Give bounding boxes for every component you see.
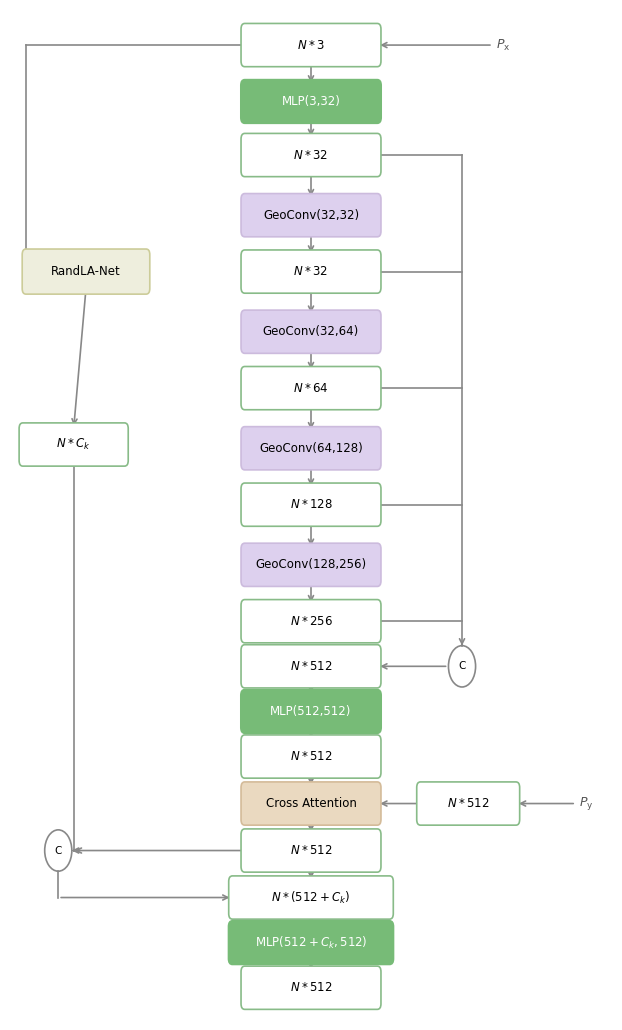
FancyBboxPatch shape bbox=[241, 24, 381, 67]
Text: $N*512$: $N*512$ bbox=[447, 797, 490, 810]
FancyBboxPatch shape bbox=[241, 690, 381, 733]
FancyBboxPatch shape bbox=[241, 966, 381, 1009]
Text: $N*128$: $N*128$ bbox=[290, 499, 332, 511]
Text: MLP(512,512): MLP(512,512) bbox=[271, 705, 351, 718]
FancyBboxPatch shape bbox=[241, 782, 381, 825]
FancyBboxPatch shape bbox=[417, 782, 519, 825]
FancyBboxPatch shape bbox=[241, 599, 381, 643]
FancyBboxPatch shape bbox=[241, 829, 381, 872]
Text: MLP$(512+C_k,512)$: MLP$(512+C_k,512)$ bbox=[254, 934, 368, 951]
FancyBboxPatch shape bbox=[229, 876, 393, 919]
Text: MLP(3,32): MLP(3,32) bbox=[282, 95, 340, 108]
Text: $P_{\rm x}$: $P_{\rm x}$ bbox=[496, 37, 511, 53]
Text: GeoConv(32,32): GeoConv(32,32) bbox=[263, 209, 359, 221]
FancyBboxPatch shape bbox=[241, 645, 381, 688]
Text: $N*256$: $N*256$ bbox=[289, 615, 333, 627]
Text: $N*512$: $N*512$ bbox=[290, 844, 332, 857]
FancyBboxPatch shape bbox=[241, 735, 381, 778]
FancyBboxPatch shape bbox=[241, 367, 381, 410]
Text: $N*32$: $N*32$ bbox=[294, 148, 328, 162]
FancyBboxPatch shape bbox=[241, 250, 381, 294]
FancyBboxPatch shape bbox=[241, 483, 381, 526]
FancyBboxPatch shape bbox=[241, 426, 381, 470]
Text: $N*512$: $N*512$ bbox=[290, 982, 332, 994]
Text: C: C bbox=[55, 846, 62, 856]
FancyBboxPatch shape bbox=[241, 543, 381, 586]
FancyBboxPatch shape bbox=[241, 80, 381, 123]
Text: GeoConv(64,128): GeoConv(64,128) bbox=[259, 442, 363, 455]
Text: $N*512$: $N*512$ bbox=[290, 660, 332, 673]
Text: $P_{\rm y}$: $P_{\rm y}$ bbox=[579, 795, 593, 812]
Text: $N*64$: $N*64$ bbox=[293, 382, 329, 394]
Text: $N*(512+C_k)$: $N*(512+C_k)$ bbox=[271, 890, 351, 905]
Text: RandLA-Net: RandLA-Net bbox=[51, 265, 121, 278]
Text: C: C bbox=[458, 661, 466, 672]
Text: GeoConv(128,256): GeoConv(128,256) bbox=[256, 558, 366, 572]
FancyBboxPatch shape bbox=[241, 310, 381, 353]
Text: $N*C_k$: $N*C_k$ bbox=[57, 437, 91, 452]
FancyBboxPatch shape bbox=[22, 249, 150, 295]
Text: $N*32$: $N*32$ bbox=[294, 265, 328, 278]
FancyBboxPatch shape bbox=[19, 423, 128, 467]
Text: GeoConv(32,64): GeoConv(32,64) bbox=[263, 325, 359, 338]
FancyBboxPatch shape bbox=[229, 921, 393, 964]
FancyBboxPatch shape bbox=[241, 194, 381, 237]
FancyBboxPatch shape bbox=[241, 134, 381, 177]
Text: Cross Attention: Cross Attention bbox=[266, 797, 356, 810]
Text: $N*512$: $N*512$ bbox=[290, 750, 332, 763]
Text: $N*3$: $N*3$ bbox=[297, 38, 325, 52]
